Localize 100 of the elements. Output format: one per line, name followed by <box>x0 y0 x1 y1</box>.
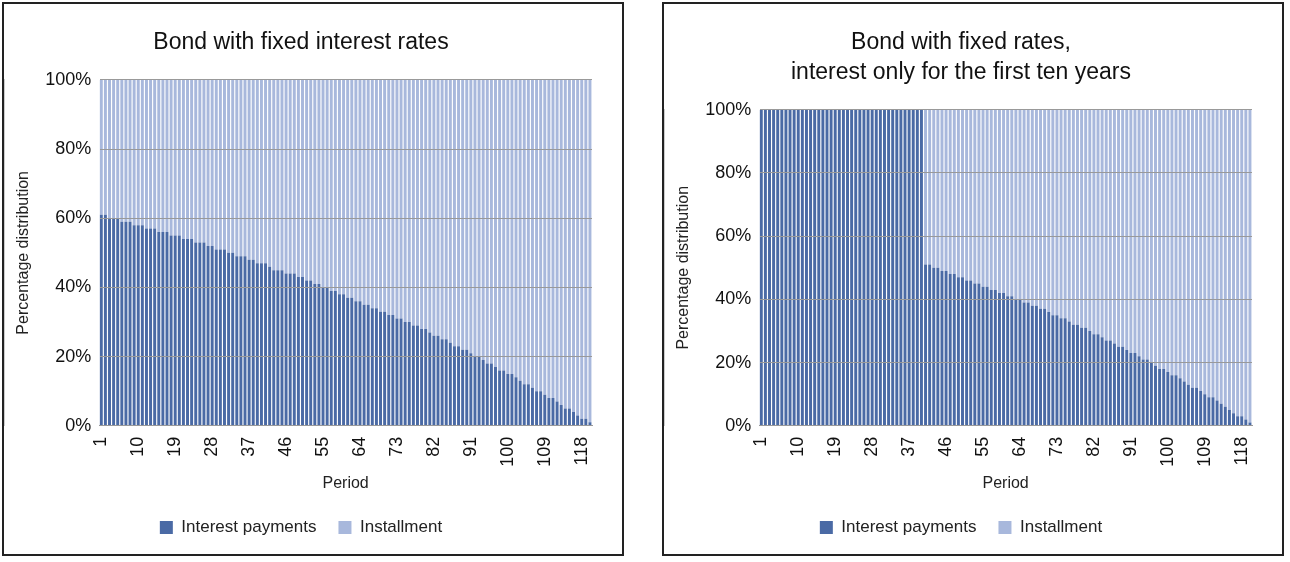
bar <box>169 235 173 426</box>
x-tick-label: 10 <box>127 436 148 457</box>
bar <box>1145 109 1149 360</box>
bar <box>796 109 800 426</box>
bar <box>576 415 580 426</box>
bar <box>321 79 325 288</box>
bar <box>206 245 210 426</box>
bar <box>1030 305 1034 426</box>
bar <box>1219 109 1223 404</box>
bar <box>366 79 370 305</box>
bar <box>961 109 964 278</box>
bar <box>124 221 128 426</box>
bar <box>522 384 526 426</box>
bar <box>506 79 510 374</box>
y-tick-label: 80% <box>715 161 752 182</box>
bar <box>268 79 272 267</box>
bar <box>1227 409 1231 426</box>
bar <box>1039 109 1042 309</box>
bar <box>1034 109 1038 306</box>
bar <box>1071 324 1075 426</box>
bar <box>1076 324 1079 426</box>
bar <box>526 384 530 426</box>
chart-title: Bond with fixed interest rates <box>153 28 449 55</box>
bar <box>1108 109 1112 341</box>
bar <box>1059 318 1063 426</box>
bar <box>333 79 337 291</box>
y-tick-label: 100% <box>705 98 752 119</box>
bar <box>284 273 288 426</box>
y-tick-label: 100% <box>45 68 92 89</box>
bar <box>1232 413 1235 426</box>
bar <box>543 394 547 426</box>
bar <box>366 304 370 426</box>
bar <box>1051 315 1055 426</box>
bar <box>993 109 997 290</box>
x-tick-label: 37 <box>238 436 259 457</box>
bar <box>997 293 1001 426</box>
bar <box>1006 296 1010 426</box>
bar <box>432 79 436 336</box>
bar <box>1014 299 1018 426</box>
bar <box>374 308 378 426</box>
bar <box>948 109 952 275</box>
x-tick-label: 82 <box>422 436 443 457</box>
bar <box>354 79 358 302</box>
bar <box>1207 397 1211 426</box>
bar <box>1149 362 1153 426</box>
bar <box>296 79 300 278</box>
bar <box>473 79 477 357</box>
bar <box>563 408 567 426</box>
bar <box>1215 400 1219 426</box>
bar <box>309 280 313 426</box>
bar <box>247 79 251 260</box>
bar <box>973 109 977 284</box>
bar <box>259 263 263 426</box>
bar <box>325 287 329 426</box>
bar <box>157 232 161 426</box>
bar <box>1047 109 1051 313</box>
bar <box>120 79 124 222</box>
bar <box>1166 372 1170 426</box>
bar <box>1022 302 1026 426</box>
bar <box>1112 109 1116 344</box>
bar <box>317 79 321 284</box>
bar <box>997 109 1001 294</box>
bar <box>1047 312 1051 426</box>
bar <box>567 79 571 409</box>
x-tick-label: 118 <box>1230 436 1251 466</box>
bar <box>428 79 432 333</box>
bar <box>132 225 136 426</box>
bar <box>424 79 428 329</box>
legend-label: Installment <box>1019 517 1103 537</box>
bar <box>383 79 387 312</box>
bar <box>116 218 120 426</box>
bar <box>1199 391 1203 426</box>
bar <box>227 252 231 426</box>
bar <box>1100 109 1104 338</box>
bar <box>539 79 543 392</box>
bar <box>411 325 415 426</box>
bar <box>342 79 346 295</box>
bar <box>305 79 309 281</box>
bar <box>1067 321 1071 426</box>
x-axis-title: Period <box>322 473 369 491</box>
bar <box>259 79 263 264</box>
y-tick-label: 0% <box>725 414 752 435</box>
bar <box>928 109 932 265</box>
bar <box>448 342 452 426</box>
bar <box>387 79 391 316</box>
bar <box>1236 109 1240 417</box>
x-tick-label: 100 <box>1156 436 1177 467</box>
bar <box>264 79 268 264</box>
bar <box>301 79 304 278</box>
bar <box>846 109 849 426</box>
bar <box>469 79 473 354</box>
bar <box>1051 109 1055 316</box>
bar <box>977 283 981 426</box>
bar <box>485 363 489 426</box>
bar <box>416 325 419 426</box>
bar <box>1129 353 1133 426</box>
bar <box>1055 315 1059 426</box>
bar <box>1076 109 1079 325</box>
bar <box>452 79 456 347</box>
bar <box>391 79 395 316</box>
